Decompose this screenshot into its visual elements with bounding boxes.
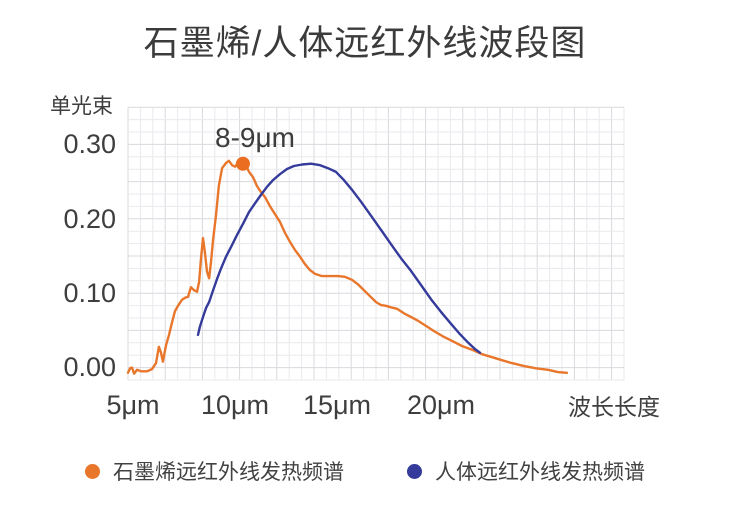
legend-label-graphene: 石墨烯远红外线发热频谱 — [113, 461, 344, 484]
x-tick-5um: 5μm — [106, 390, 160, 420]
y-tick-0.00: 0.00 — [63, 352, 116, 382]
chart-title: 石墨烯/人体远红外线波段图 — [143, 24, 587, 63]
series-line-1 — [196, 162, 482, 354]
y-axis-unit-label: 单光束 — [50, 95, 113, 118]
peak-marker-dot — [235, 156, 250, 171]
x-tick-20um: 20μm — [406, 390, 476, 420]
series-line-0 — [126, 159, 569, 375]
legend-item-graphene: 石墨烯远红外线发热频谱 — [85, 459, 344, 484]
y-tick-0.10: 0.10 — [63, 278, 116, 308]
x-tick-10um: 10μm — [200, 390, 270, 420]
x-axis-label: 波长长度 — [568, 394, 660, 420]
y-tick-0.30: 0.30 — [63, 129, 116, 159]
y-tick-0.20: 0.20 — [63, 204, 116, 234]
legend-item-human-body: 人体远红外线发热频谱 — [407, 459, 645, 484]
peak-annotation: 8-9μm — [215, 122, 295, 153]
x-tick-15um: 15μm — [302, 390, 372, 420]
human-body-legend-dot-icon — [407, 463, 422, 479]
legend-label-human-body: 人体远红外线发热频谱 — [435, 461, 645, 484]
graphene-legend-dot-icon — [85, 463, 100, 479]
